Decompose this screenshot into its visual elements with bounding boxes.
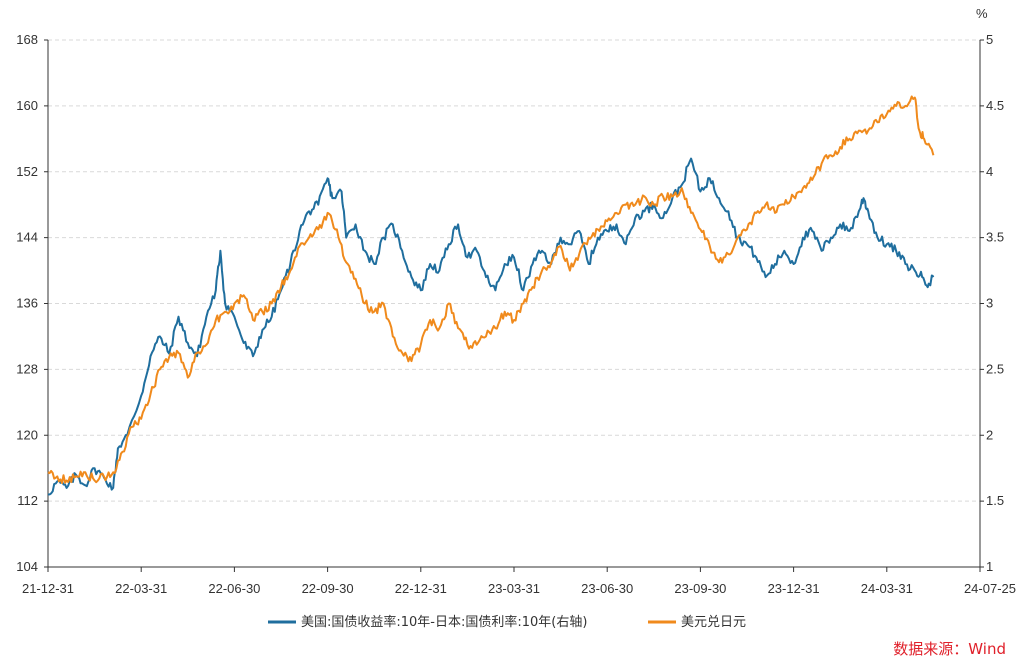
legend: 美国:国债收益率:10年-日本:国债利率:10年(右轴) 美元兑日元: [268, 614, 746, 630]
right-axis-unit: %: [976, 6, 988, 21]
x-tick-label: 23-09-30: [674, 581, 726, 596]
right-axis-ticks: 1 1.5 2 2.5 3 3.5 4 4.5 5: [980, 32, 1004, 574]
x-tick-label: 23-06-30: [581, 581, 633, 596]
left-tick-label: 128: [16, 361, 38, 376]
x-axis-ticks: 21-12-31 22-03-31 22-06-30 22-09-30 22-12-31…: [22, 567, 1016, 596]
x-tick-label: 22-06-30: [208, 581, 260, 596]
x-tick-label: 23-03-31: [488, 581, 540, 596]
source-note: 数据来源：Wind: [893, 640, 1006, 658]
gridlines: [48, 39, 980, 502]
left-tick-label: 112: [17, 493, 38, 508]
left-tick-label: 136: [16, 296, 38, 311]
series-line-1: [47, 157, 935, 496]
right-tick-label: 3: [986, 296, 993, 311]
left-tick-label: 144: [16, 230, 38, 245]
x-tick-label: 24-07-25: [964, 581, 1016, 596]
legend-label-1: 美国:国债收益率:10年-日本:国债利率:10年(右轴): [301, 614, 587, 630]
left-tick-label: 120: [16, 427, 38, 442]
right-tick-label: 2: [986, 427, 993, 442]
x-tick-label: 24-03-31: [861, 581, 913, 596]
right-tick-label: 4: [986, 164, 993, 179]
right-tick-label: 5: [986, 32, 993, 47]
x-tick-label: 22-12-31: [395, 581, 447, 596]
x-tick-label: 22-03-31: [115, 581, 167, 596]
left-tick-label: 160: [16, 98, 38, 113]
right-tick-label: 4.5: [986, 98, 1004, 113]
left-tick-label: 104: [16, 559, 38, 574]
x-tick-label: 23-12-31: [768, 581, 820, 596]
right-tick-label: 1.5: [986, 493, 1004, 508]
x-tick-label: 21-12-31: [22, 581, 74, 596]
right-tick-label: 3.5: [986, 230, 1004, 245]
right-tick-label: 2.5: [986, 361, 1004, 376]
left-tick-label: 168: [16, 32, 38, 47]
series-line-2: [47, 95, 935, 484]
legend-label-2: 美元兑日元: [681, 615, 746, 630]
right-tick-label: 1: [986, 559, 993, 574]
left-tick-label: 152: [16, 164, 38, 179]
series-layer: [47, 95, 935, 496]
x-tick-label: 22-09-30: [302, 581, 354, 596]
left-axis-ticks: 104 112 120 128 136 144 152 160 168: [16, 32, 48, 574]
